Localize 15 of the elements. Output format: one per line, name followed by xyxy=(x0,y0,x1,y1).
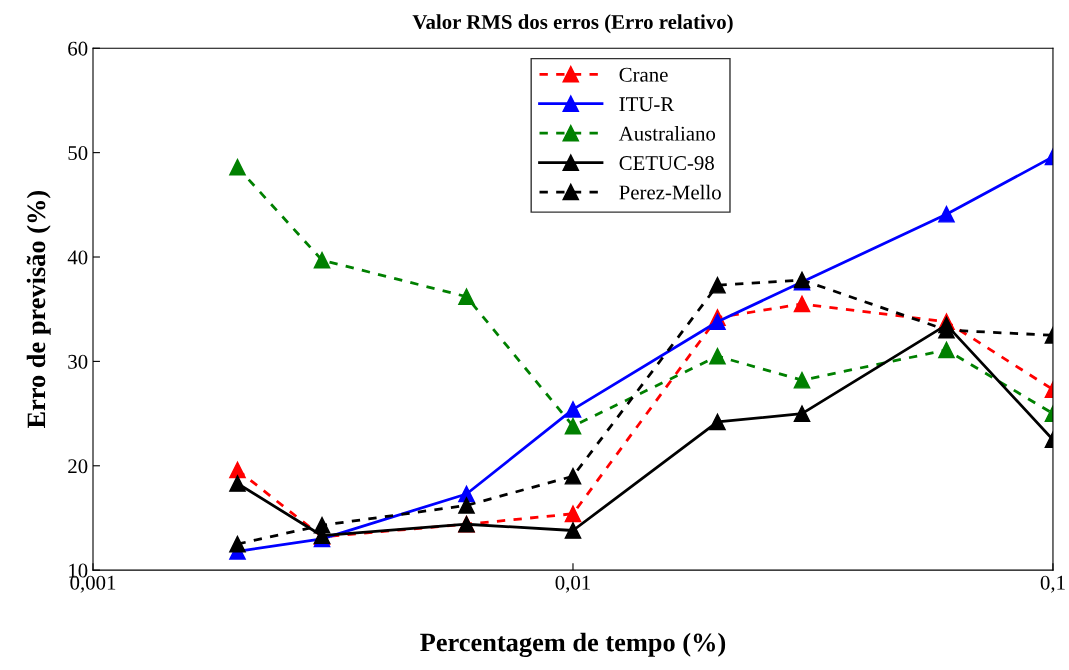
x-tick-label: 0,1 xyxy=(1040,575,1065,593)
legend-label: Perez-Mello xyxy=(619,184,721,200)
y-tick-label: 30 xyxy=(68,354,88,369)
y-tick-label: 60 xyxy=(68,41,88,56)
x-axis-title: Percentagem de tempo (%) xyxy=(420,632,726,657)
y-tick-label: 20 xyxy=(68,459,88,474)
y-tick-label: 40 xyxy=(67,250,88,265)
legend-label: ITU-R xyxy=(619,97,675,112)
legend-label: CETUC-98 xyxy=(619,156,714,171)
legend-label: Crane xyxy=(619,67,668,82)
legend-label: Australiano xyxy=(618,125,716,141)
y-tick-label: 50 xyxy=(68,146,88,161)
chart-title: Valor RMS dos erros (Erro relativo) xyxy=(412,14,733,34)
x-tick-label: 0,01 xyxy=(555,575,590,593)
y-axis-title: Erro de previsão (%) xyxy=(26,191,51,429)
